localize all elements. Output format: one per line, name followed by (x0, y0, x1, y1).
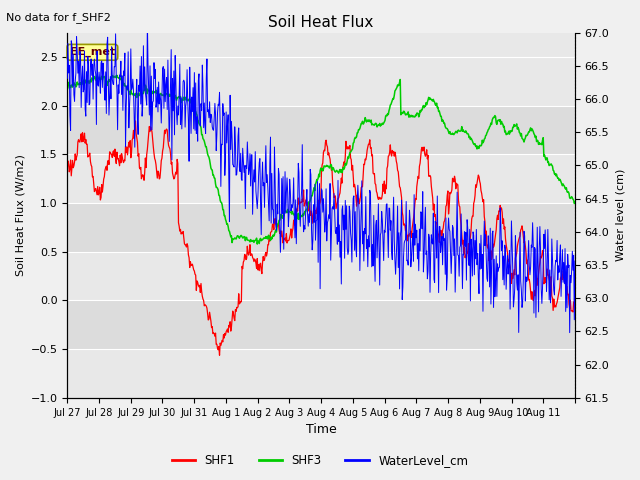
X-axis label: Time: Time (306, 423, 337, 436)
Y-axis label: Soil Heat Flux (W/m2): Soil Heat Flux (W/m2) (15, 154, 25, 276)
Bar (67, 300, 575, 349)
Y-axis label: Water level (cm): Water level (cm) (615, 169, 625, 262)
Bar (67, 203, 575, 252)
Title: Soil Heat Flux: Soil Heat Flux (268, 15, 374, 30)
Text: No data for f_SHF2: No data for f_SHF2 (6, 12, 111, 23)
Text: EE_met: EE_met (70, 47, 115, 58)
Bar (67, 106, 575, 155)
Legend: SHF1, SHF3, WaterLevel_cm: SHF1, SHF3, WaterLevel_cm (167, 449, 473, 472)
